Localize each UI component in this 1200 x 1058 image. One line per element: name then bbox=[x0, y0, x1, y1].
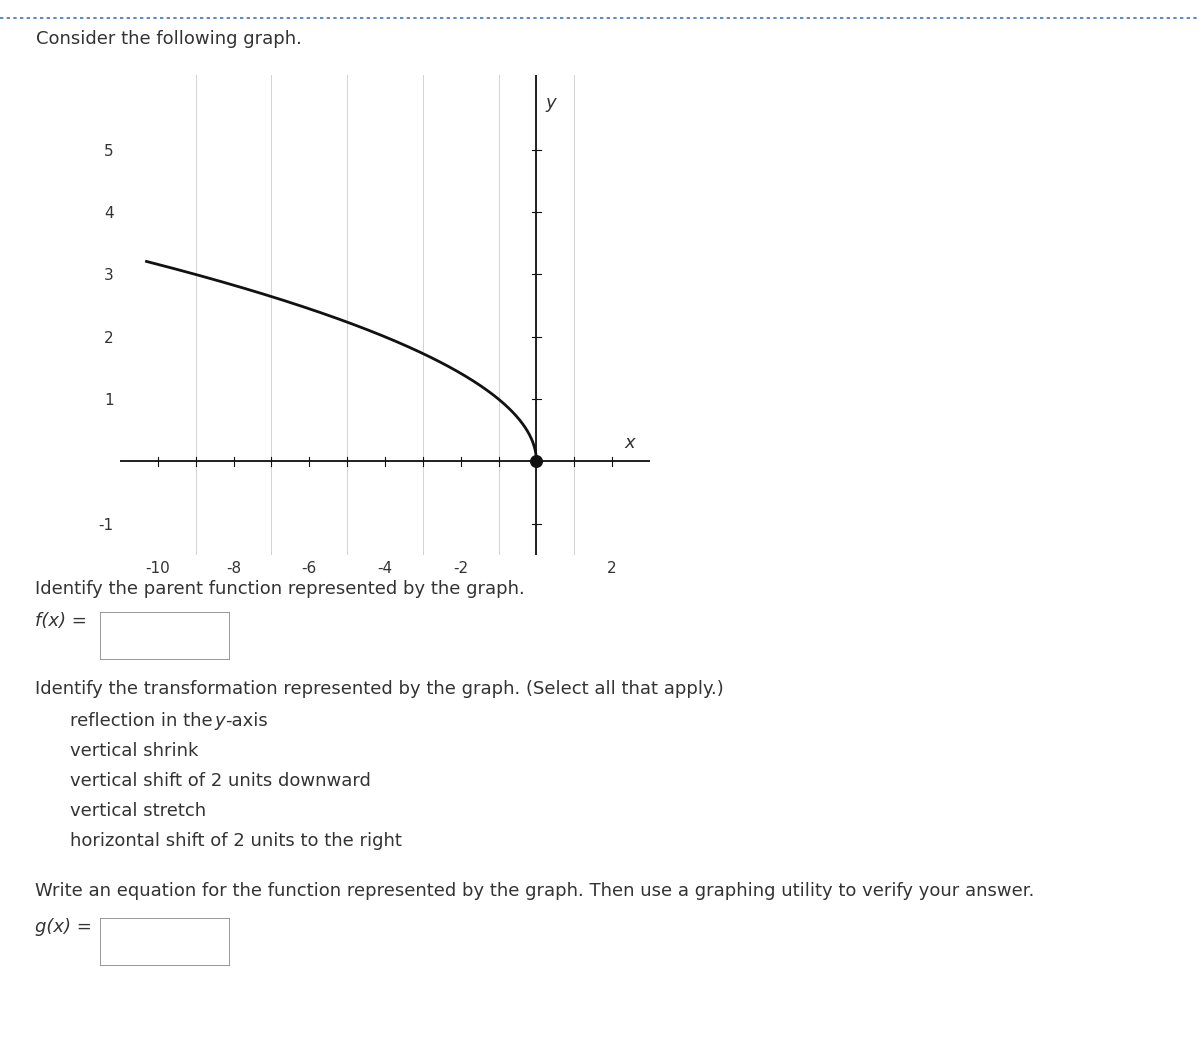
Text: Identify the parent function represented by the graph.: Identify the parent function represented… bbox=[35, 580, 524, 598]
Text: y: y bbox=[546, 94, 557, 112]
Text: vertical stretch: vertical stretch bbox=[70, 802, 206, 820]
FancyBboxPatch shape bbox=[43, 772, 62, 791]
Text: Consider the following graph.: Consider the following graph. bbox=[36, 30, 302, 48]
FancyBboxPatch shape bbox=[43, 802, 62, 822]
Text: x: x bbox=[624, 434, 635, 452]
Text: f(x) =: f(x) = bbox=[35, 612, 86, 630]
FancyBboxPatch shape bbox=[100, 612, 230, 660]
Text: Identify the transformation represented by the graph. (Select all that apply.): Identify the transformation represented … bbox=[35, 680, 724, 698]
Text: vertical shrink: vertical shrink bbox=[70, 742, 198, 760]
FancyBboxPatch shape bbox=[43, 712, 62, 731]
Text: vertical shift of 2 units downward: vertical shift of 2 units downward bbox=[70, 772, 371, 790]
Text: Write an equation for the function represented by the graph. Then use a graphing: Write an equation for the function repre… bbox=[35, 882, 1034, 900]
Text: horizontal shift of 2 units to the right: horizontal shift of 2 units to the right bbox=[70, 832, 402, 850]
FancyBboxPatch shape bbox=[43, 743, 62, 762]
Text: y: y bbox=[214, 712, 224, 730]
FancyBboxPatch shape bbox=[43, 833, 62, 852]
Text: -axis: -axis bbox=[226, 712, 268, 730]
FancyBboxPatch shape bbox=[100, 918, 230, 966]
Text: g(x) =: g(x) = bbox=[35, 918, 92, 936]
Text: reflection in the: reflection in the bbox=[70, 712, 218, 730]
Point bbox=[527, 453, 546, 470]
